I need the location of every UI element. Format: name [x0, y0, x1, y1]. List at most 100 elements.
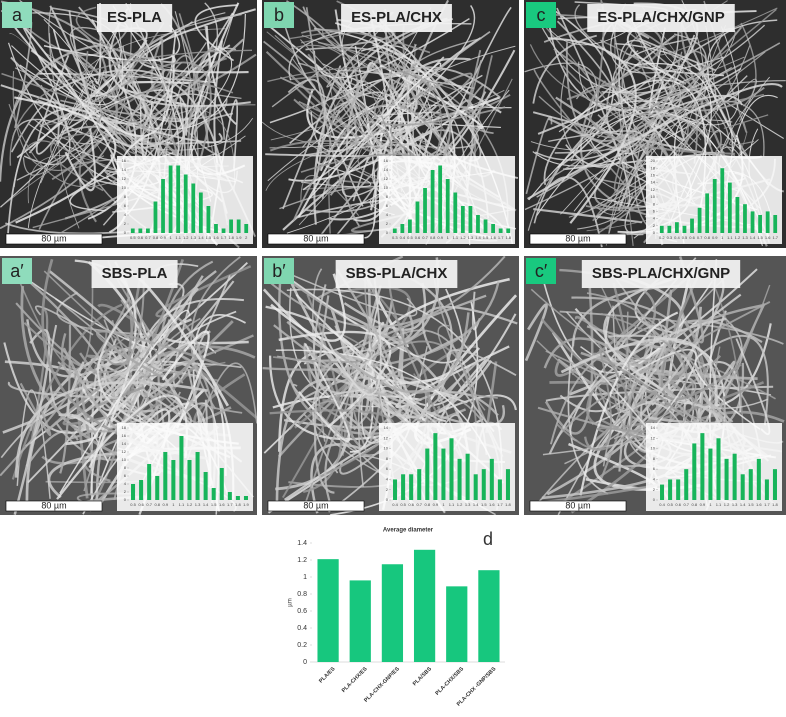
panel-letter-box: [526, 258, 556, 284]
fiber: [465, 84, 494, 135]
x-tick-label: 0.3: [667, 235, 673, 240]
x-tick-label: 1.8: [505, 502, 511, 507]
x-tick-label: 0.8: [153, 235, 159, 240]
x-tick-label: 1.1: [453, 235, 459, 240]
y-tick-label: 0: [386, 497, 389, 502]
fiber: [579, 311, 679, 496]
fiber: [317, 18, 470, 79]
x-tick-label: 0.7: [146, 502, 152, 507]
x-tick-label: 1: [172, 502, 175, 507]
histogram-bar: [675, 222, 679, 233]
histogram-bar: [697, 207, 702, 233]
fiber: [617, 26, 740, 126]
fiber: [579, 56, 745, 135]
histogram-bar: [690, 218, 694, 233]
x-tick-label: 1.2: [187, 502, 193, 507]
fiber: [395, 345, 510, 409]
fiber: [556, 301, 771, 439]
chart-title: Average diameter: [383, 528, 434, 534]
histogram-bar: [483, 219, 488, 233]
panel-title: ES-PLA: [107, 9, 162, 26]
histogram-bar: [171, 460, 176, 500]
histogram-bar: [425, 448, 430, 500]
fiber: [326, 20, 389, 88]
x-tick-label: 0.4: [400, 235, 406, 240]
histogram-bar: [684, 469, 689, 500]
panel-title-box: [587, 4, 735, 32]
y-tick-label: 10: [122, 185, 127, 190]
x-tick-label: 0.8: [430, 235, 436, 240]
y-tick-label: 14: [651, 425, 656, 430]
histogram-bar: [438, 165, 443, 233]
scale-bar: [529, 500, 627, 512]
fiber: [560, 337, 718, 410]
fiber: [529, 44, 765, 111]
x-tick-label: 0.7: [697, 235, 703, 240]
scale-bar-label: 80 µm: [565, 500, 590, 510]
histogram-bar: [727, 182, 732, 233]
x-tick-label: 1.3: [742, 235, 748, 240]
x-tick-label: 0.9: [163, 502, 169, 507]
fiber: [26, 319, 152, 378]
x-tick-label: 0.5: [667, 502, 673, 507]
histogram-bar: [735, 197, 740, 233]
histogram-bar: [392, 228, 397, 233]
histogram-bar: [243, 496, 248, 500]
histogram-bar: [203, 472, 208, 500]
scale-bar: [529, 233, 627, 245]
x-tick-label: PLA-CHX-GNP/ES: [363, 666, 401, 704]
histogram-bar: [498, 228, 503, 233]
fiber: [530, 288, 681, 361]
fiber: [40, 80, 94, 184]
y-tick-label: 6: [124, 473, 127, 478]
fiber: [312, 339, 365, 474]
fiber: [650, 94, 743, 118]
histogram-bar: [433, 433, 438, 500]
x-tick-label: 1: [442, 502, 445, 507]
panel-letter-box: [526, 2, 556, 28]
x-tick-label: 1.7: [772, 235, 778, 240]
fiber: [94, 328, 226, 380]
y-tick-label: 6: [386, 466, 389, 471]
fiber: [14, 22, 33, 129]
histogram-bar: [236, 219, 241, 233]
x-tick-label: 0.6: [408, 502, 414, 507]
panel-letter-box: [264, 258, 294, 284]
x-tick-label: 0.7: [422, 235, 428, 240]
panel-letter: b: [274, 5, 284, 25]
fiber: [578, 61, 732, 111]
fiber: [43, 270, 165, 372]
y-tick-label: 0: [653, 230, 656, 235]
histogram-bar: [489, 458, 494, 500]
histogram-bar: [772, 469, 777, 500]
y-tick-label: 12: [651, 435, 656, 440]
histogram-bar: [211, 488, 216, 500]
fiber: [338, 66, 501, 114]
fiber: [39, 95, 127, 126]
fiber: [366, 61, 424, 168]
y-tick-label: 1: [303, 574, 307, 581]
fiber: [11, 24, 124, 106]
fiber: [384, 8, 419, 108]
fiber: [287, 78, 326, 180]
histogram-bar: [705, 193, 710, 233]
histogram-bar: [708, 448, 713, 500]
x-tick-label: 1.1: [727, 235, 733, 240]
y-tick-label: 0: [653, 497, 656, 502]
fiber: [319, 294, 487, 381]
histogram-bar: [692, 443, 697, 500]
fiber: [265, 108, 470, 191]
y-tick-label: 2: [124, 221, 127, 226]
histogram-bar: [748, 469, 753, 500]
x-tick-label: 1.1: [449, 502, 455, 507]
x-tick-label: 0.6: [675, 502, 681, 507]
fiber: [80, 74, 217, 152]
fiber: [524, 303, 548, 362]
histogram-bar: [758, 215, 762, 233]
x-tick-label: 0.5: [407, 235, 413, 240]
y-tick-label: 12: [384, 176, 389, 181]
fiber: [360, 295, 388, 444]
fiber: [648, 403, 723, 425]
fiber: [66, 287, 199, 420]
y-tick-label: 14: [122, 167, 127, 172]
